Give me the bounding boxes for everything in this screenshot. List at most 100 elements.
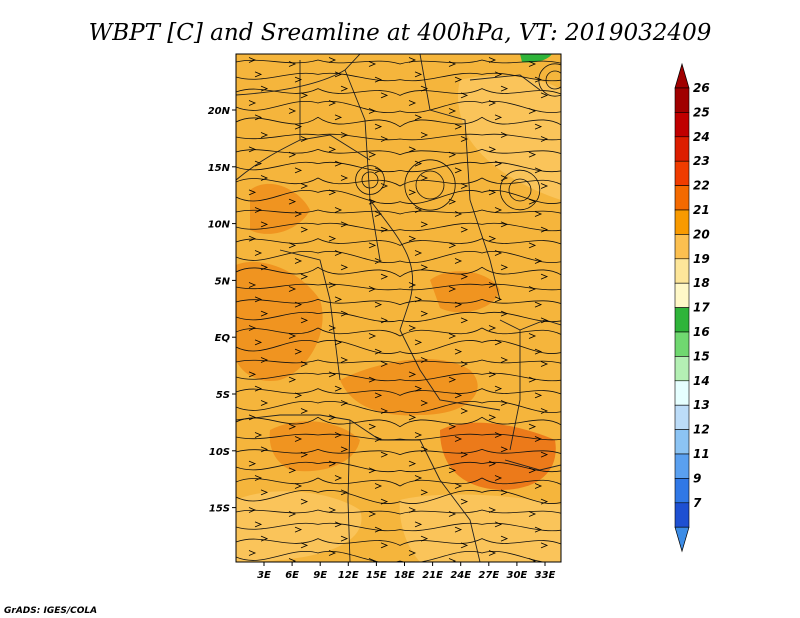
colorbar-segment xyxy=(674,112,690,138)
streamline-arrow xyxy=(380,498,389,505)
cool-region-southeast xyxy=(399,494,561,562)
streamline xyxy=(236,148,561,156)
streamline-arrow xyxy=(414,250,423,256)
colorbar-segment xyxy=(674,453,690,479)
streamline-arrow xyxy=(528,467,537,474)
colorbar-segment xyxy=(674,478,690,504)
streamline xyxy=(236,72,561,82)
lat-tick-label: 10S xyxy=(209,447,230,458)
country-border xyxy=(349,419,441,481)
colorbar-segment xyxy=(674,136,690,162)
colorbar-segment xyxy=(674,331,690,357)
colorbar-label: 19 xyxy=(693,252,710,266)
streamline-arrow xyxy=(420,489,429,496)
streamline-arrow xyxy=(294,167,303,174)
colorbar-top-arrow xyxy=(674,62,690,89)
colorbar-segment xyxy=(674,258,690,284)
streamline xyxy=(236,477,561,487)
streamline-arrow xyxy=(460,273,469,280)
streamline xyxy=(236,509,561,515)
streamline-arrow xyxy=(254,475,263,481)
streamline-arrow xyxy=(374,526,383,533)
streamline-arrow xyxy=(534,526,543,533)
streamline-arrow xyxy=(420,221,429,228)
streamline-arrow xyxy=(248,189,257,196)
streamline xyxy=(236,551,561,562)
streamline-arrow xyxy=(294,436,303,442)
streamline xyxy=(236,327,561,337)
streamline-arrow xyxy=(460,408,469,414)
streamline-arrow xyxy=(254,250,263,256)
streamline-arrow xyxy=(494,250,503,256)
streamline-arrow xyxy=(334,71,343,78)
streamline-arrow xyxy=(368,467,377,474)
streamline-arrow xyxy=(334,385,343,392)
streamline-arrow xyxy=(340,175,349,181)
streamline-arrow xyxy=(374,301,383,308)
streamline-arrow xyxy=(454,301,463,308)
streamline-vortex xyxy=(545,70,561,90)
lon-tick-label: 9E xyxy=(313,570,327,581)
streamline xyxy=(236,433,561,441)
streamline-arrow xyxy=(460,183,469,189)
streamline-arrow xyxy=(288,151,297,158)
streamline-arrow xyxy=(494,432,503,438)
streamline-arrow xyxy=(260,357,269,363)
streamline-arrow xyxy=(448,61,457,67)
streamline-arrow xyxy=(294,301,303,308)
longitude-axis: 3E 6E 9E 12E 15E 18E 21E 24E 27E 30E 33E xyxy=(257,562,556,581)
streamline-arrow xyxy=(288,333,297,339)
streamline-arrow xyxy=(414,160,423,167)
streamline-arrow xyxy=(494,339,503,346)
streamline-arrow xyxy=(254,339,263,346)
streamline-arrow xyxy=(448,286,457,292)
streamline-arrow xyxy=(500,357,509,363)
streamline-arrow xyxy=(288,511,297,517)
streamline-arrow xyxy=(528,333,537,339)
streamline-arrow xyxy=(414,296,423,303)
streamline-arrow xyxy=(380,408,389,414)
streamline-arrow xyxy=(540,317,549,324)
streamline-arrow xyxy=(328,235,337,242)
streamline-arrow xyxy=(534,211,543,217)
colorbar-label: 11 xyxy=(693,447,710,461)
colorbar-label: 7 xyxy=(693,496,702,510)
streamline-arrow xyxy=(454,436,463,442)
streamline-arrow xyxy=(380,136,389,142)
colorbar-segment xyxy=(674,209,690,235)
streamline-arrow xyxy=(340,400,349,406)
streamline-arrow xyxy=(500,400,509,406)
streamline-arrow xyxy=(408,146,417,153)
streamline-arrow xyxy=(334,160,343,167)
streamline-arrow xyxy=(254,432,263,438)
streamline-arrow xyxy=(328,325,337,331)
map-frame xyxy=(235,53,562,563)
streamline xyxy=(236,298,561,306)
streamline-arrow xyxy=(448,333,457,339)
streamline-arrow xyxy=(294,76,303,83)
colorbar-label: 18 xyxy=(693,276,710,290)
streamline xyxy=(236,251,561,263)
streamline-arrow xyxy=(248,414,257,421)
lat-tick-label: 10N xyxy=(208,220,231,231)
streamline xyxy=(236,162,561,172)
streamline-arrow xyxy=(254,296,263,303)
streamline-arrow xyxy=(414,207,423,213)
streamline-arrow xyxy=(340,357,349,363)
country-border xyxy=(347,419,351,562)
streamline-arrow xyxy=(408,507,417,513)
streamline-arrow xyxy=(334,114,343,121)
streamline-arrow xyxy=(374,392,383,399)
streamline-arrow xyxy=(454,526,463,533)
streamline-vortex xyxy=(499,169,541,211)
streamline-arrow xyxy=(488,371,497,378)
streamline-arrow xyxy=(368,61,377,67)
colorbar-label: 17 xyxy=(693,301,710,315)
streamline-arrow xyxy=(448,423,457,430)
streamline-arrow xyxy=(288,423,297,430)
warm-region-east xyxy=(430,271,500,313)
streamline xyxy=(236,538,561,546)
streamline-arrow xyxy=(488,189,497,196)
colorbar-bottom-arrow xyxy=(674,526,690,553)
lon-tick-label: 12E xyxy=(338,570,359,581)
